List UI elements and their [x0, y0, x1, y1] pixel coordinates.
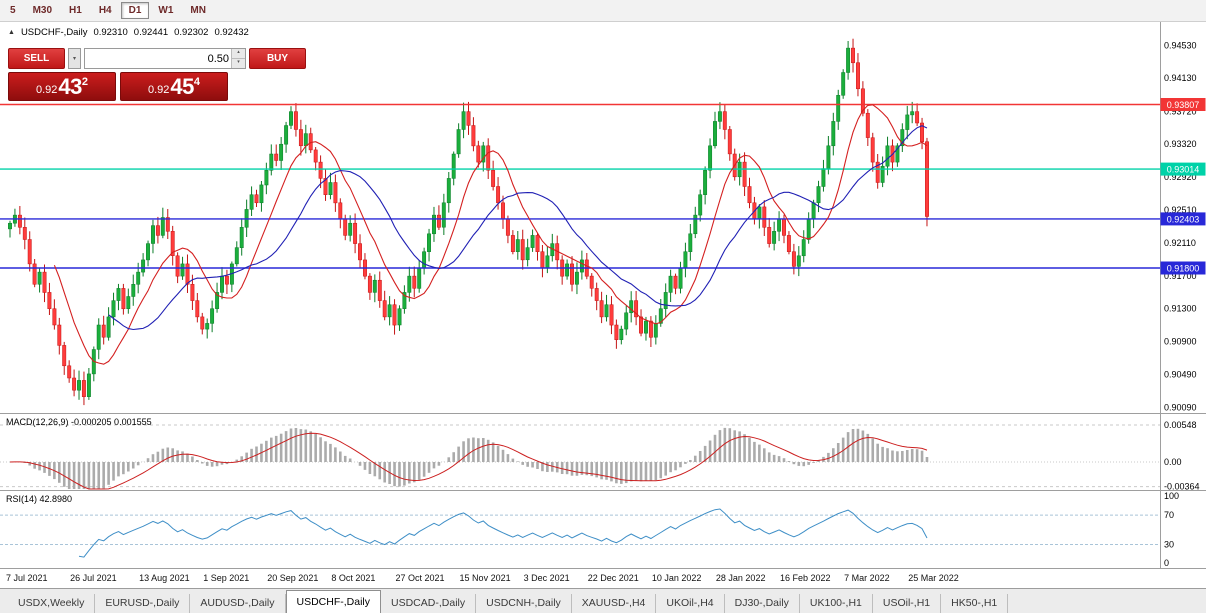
- one-click-trading-panel: SELL ▾ ▴ ▾ BUY 0.92 43 2 0.9: [6, 46, 306, 103]
- quote-high: 0.92441: [133, 27, 169, 38]
- svg-text:MACD(12,26,9) -0.000205 0.0015: MACD(12,26,9) -0.000205 0.001555: [6, 417, 152, 427]
- buy-price-prefix: 0.92: [147, 84, 170, 96]
- svg-text:100: 100: [1164, 491, 1179, 501]
- buy-price-sup: 4: [193, 76, 201, 88]
- chart-tab-uk100-h1[interactable]: UK100-,H1: [800, 594, 873, 613]
- svg-text:0.92110: 0.92110: [1164, 238, 1196, 248]
- svg-text:0: 0: [1164, 558, 1169, 568]
- svg-text:1 Sep 2021: 1 Sep 2021: [203, 573, 249, 583]
- chart-tab-usdcad-daily[interactable]: USDCAD-,Daily: [381, 594, 477, 613]
- collapse-panel-icon[interactable]: ▲: [8, 29, 15, 36]
- chart-tab-ukoil-h4[interactable]: UKOil-,H4: [656, 594, 725, 613]
- svg-text:0.93320: 0.93320: [1164, 139, 1197, 149]
- volume-field-wrap: ▴ ▾: [84, 48, 246, 69]
- svg-text:0.91800: 0.91800: [1167, 264, 1200, 274]
- svg-text:16 Feb 2022: 16 Feb 2022: [780, 573, 831, 583]
- trade-panel-prices: 0.92 43 2 0.92 45 4: [8, 72, 228, 101]
- svg-text:0.00: 0.00: [1164, 457, 1182, 467]
- svg-text:3 Dec 2021: 3 Dec 2021: [524, 573, 570, 583]
- svg-text:15 Nov 2021: 15 Nov 2021: [460, 573, 511, 583]
- timeframe-button-mn[interactable]: MN: [190, 5, 206, 16]
- chart-region: MACD(12,26,9) -0.000205 0.001555 RSI(14) …: [0, 22, 1206, 588]
- svg-text:20 Sep 2021: 20 Sep 2021: [267, 573, 318, 583]
- svg-text:0.90900: 0.90900: [1164, 336, 1197, 346]
- quote-low: 0.92302: [174, 27, 209, 38]
- svg-text:8 Oct 2021: 8 Oct 2021: [331, 573, 375, 583]
- quote-symbol: USDCHF-,Daily: [20, 27, 88, 38]
- quote-line: ▲ USDCHF-,Daily 0.92310 0.92441 0.92302 …: [8, 27, 249, 38]
- chart-tab-usdcnh-daily[interactable]: USDCNH-,Daily: [476, 594, 572, 613]
- quote-open: 0.92310: [93, 27, 128, 38]
- timeframe-button-h1[interactable]: H1: [69, 5, 82, 16]
- timeframe-toolbar: 5 M30 H1 H4 D1 W1 MN: [0, 0, 1206, 22]
- chart-tab-usoil-h1[interactable]: USOil-,H1: [873, 594, 942, 613]
- price-chart[interactable]: MACD(12,26,9) -0.000205 0.001555 RSI(14) …: [0, 22, 1206, 588]
- svg-text:0.91700: 0.91700: [1164, 271, 1197, 281]
- svg-text:0.00548: 0.00548: [1164, 420, 1197, 430]
- volume-decrease-button[interactable]: ▾: [232, 58, 245, 68]
- svg-text:7 Jul 2021: 7 Jul 2021: [6, 573, 48, 583]
- sell-button[interactable]: SELL: [8, 48, 65, 69]
- buy-price-big: 45: [170, 73, 194, 99]
- svg-text:0.90490: 0.90490: [1164, 370, 1197, 380]
- timeframe-button-m30[interactable]: M30: [32, 5, 53, 16]
- svg-text:26 Jul 2021: 26 Jul 2021: [70, 573, 117, 583]
- svg-text:0.94530: 0.94530: [1164, 41, 1197, 51]
- buy-price-button[interactable]: 0.92 45 4: [120, 72, 228, 101]
- svg-text:70: 70: [1164, 510, 1174, 520]
- svg-text:0.92510: 0.92510: [1164, 205, 1197, 215]
- chart-tab-usdchf-daily[interactable]: USDCHF-,Daily: [285, 590, 382, 613]
- chart-tab-xauusd-h4[interactable]: XAUUSD-,H4: [572, 594, 657, 613]
- svg-text:7 Mar 2022: 7 Mar 2022: [844, 573, 890, 583]
- sell-price-sup: 2: [81, 76, 89, 88]
- chart-tab-audusd-daily[interactable]: AUDUSD-,Daily: [190, 594, 286, 613]
- svg-text:0.92920: 0.92920: [1164, 172, 1197, 182]
- svg-text:0.93807: 0.93807: [1167, 100, 1200, 110]
- svg-text:0.91300: 0.91300: [1164, 304, 1197, 314]
- volume-stepper: ▴ ▾: [231, 49, 245, 68]
- svg-text:28 Jan 2022: 28 Jan 2022: [716, 573, 766, 583]
- svg-text:10 Jan 2022: 10 Jan 2022: [652, 573, 702, 583]
- sell-price-big: 43: [58, 73, 82, 99]
- svg-text:0.94130: 0.94130: [1164, 73, 1197, 83]
- sell-price-prefix: 0.92: [35, 84, 58, 96]
- svg-text:22 Dec 2021: 22 Dec 2021: [588, 573, 639, 583]
- volume-dropdown-icon[interactable]: ▾: [68, 48, 81, 69]
- timeframe-button-d1[interactable]: D1: [120, 2, 150, 19]
- svg-text:30: 30: [1164, 539, 1174, 549]
- svg-text:0.92403: 0.92403: [1167, 214, 1200, 224]
- timeframe-button-w1[interactable]: W1: [158, 5, 174, 16]
- chart-tabs-bar: USDX,Weekly EURUSD-,Daily AUDUSD-,Daily USD…: [0, 588, 1206, 613]
- svg-text:RSI(14) 42.8980: RSI(14) 42.8980: [6, 494, 72, 504]
- svg-text:27 Oct 2021: 27 Oct 2021: [395, 573, 444, 583]
- volume-increase-button[interactable]: ▴: [232, 49, 245, 58]
- sell-price-button[interactable]: 0.92 43 2: [8, 72, 116, 101]
- svg-text:0.93720: 0.93720: [1164, 107, 1197, 117]
- chart-tab-eurusd-daily[interactable]: EURUSD-,Daily: [95, 594, 191, 613]
- trade-panel-controls: SELL ▾ ▴ ▾ BUY: [8, 48, 306, 69]
- svg-text:0.90090: 0.90090: [1164, 402, 1197, 412]
- volume-input[interactable]: [85, 49, 231, 68]
- buy-button[interactable]: BUY: [249, 48, 306, 69]
- chart-tab-dj30-daily[interactable]: DJ30-,Daily: [725, 594, 800, 613]
- timeframe-button-5[interactable]: 5: [10, 5, 16, 16]
- svg-text:-0.00364: -0.00364: [1164, 482, 1200, 492]
- chart-tab-usdx-weekly[interactable]: USDX,Weekly: [8, 594, 96, 613]
- timeframe-button-h4[interactable]: H4: [98, 5, 112, 16]
- svg-text:25 Mar 2022: 25 Mar 2022: [908, 573, 959, 583]
- quote-close: 0.92432: [214, 27, 249, 38]
- chart-tab-hk50-h1[interactable]: HK50-,H1: [941, 594, 1009, 613]
- svg-text:0.93014: 0.93014: [1167, 165, 1200, 175]
- svg-text:13 Aug 2021: 13 Aug 2021: [139, 573, 190, 583]
